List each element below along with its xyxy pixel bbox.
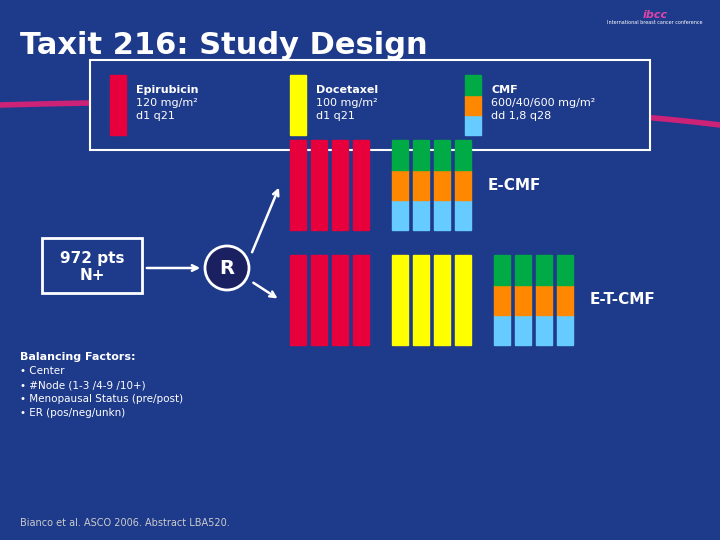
Text: Epirubicin: Epirubicin bbox=[136, 85, 199, 95]
Bar bbox=[465, 115, 481, 135]
Bar bbox=[465, 95, 481, 115]
Text: • ER (pos/neg/unkn): • ER (pos/neg/unkn) bbox=[20, 408, 125, 418]
Bar bbox=[494, 315, 510, 345]
Bar bbox=[290, 255, 306, 345]
Bar bbox=[455, 170, 471, 200]
Bar bbox=[515, 285, 531, 315]
Bar bbox=[515, 315, 531, 345]
Bar bbox=[413, 200, 429, 230]
Bar bbox=[311, 255, 327, 345]
Text: Balancing Factors:: Balancing Factors: bbox=[20, 352, 135, 362]
Bar bbox=[353, 140, 369, 230]
Text: d1 q21: d1 q21 bbox=[136, 111, 175, 121]
Bar bbox=[434, 200, 450, 230]
Bar bbox=[536, 315, 552, 345]
Bar bbox=[110, 75, 126, 135]
Text: E-CMF: E-CMF bbox=[488, 178, 541, 192]
Text: CMF: CMF bbox=[491, 85, 518, 95]
Text: R: R bbox=[220, 259, 235, 278]
Bar bbox=[455, 200, 471, 230]
Bar bbox=[455, 255, 471, 345]
Bar bbox=[434, 170, 450, 200]
Bar bbox=[392, 255, 408, 345]
Text: d1 q21: d1 q21 bbox=[316, 111, 355, 121]
Bar bbox=[90, 60, 650, 150]
Text: Docetaxel: Docetaxel bbox=[316, 85, 378, 95]
Bar bbox=[494, 285, 510, 315]
Bar bbox=[392, 140, 408, 170]
Bar bbox=[557, 285, 573, 315]
Bar bbox=[42, 238, 142, 293]
Bar bbox=[536, 285, 552, 315]
Bar bbox=[290, 140, 306, 230]
Bar bbox=[536, 255, 552, 285]
Bar bbox=[332, 255, 348, 345]
Text: Taxit 216: Study Design: Taxit 216: Study Design bbox=[20, 31, 428, 60]
Bar bbox=[353, 255, 369, 345]
Text: Bianco et al. ASCO 2006. Abstract LBA520.: Bianco et al. ASCO 2006. Abstract LBA520… bbox=[20, 518, 230, 528]
Bar bbox=[455, 140, 471, 170]
Text: • Menopausal Status (pre/post): • Menopausal Status (pre/post) bbox=[20, 394, 183, 404]
Text: ibcc: ibcc bbox=[642, 10, 667, 20]
Text: 120 mg/m²: 120 mg/m² bbox=[136, 98, 198, 108]
Bar bbox=[434, 140, 450, 170]
Circle shape bbox=[205, 246, 249, 290]
Bar bbox=[290, 75, 306, 135]
Bar bbox=[434, 255, 450, 345]
Text: 100 mg/m²: 100 mg/m² bbox=[316, 98, 377, 108]
Text: • Center: • Center bbox=[20, 366, 65, 376]
Bar bbox=[557, 315, 573, 345]
Bar bbox=[465, 75, 481, 95]
Text: dd 1,8 q28: dd 1,8 q28 bbox=[491, 111, 552, 121]
Bar bbox=[413, 255, 429, 345]
Text: 600/40/600 mg/m²: 600/40/600 mg/m² bbox=[491, 98, 595, 108]
Bar bbox=[392, 200, 408, 230]
Bar bbox=[311, 140, 327, 230]
Bar bbox=[413, 170, 429, 200]
Text: N+: N+ bbox=[79, 268, 104, 283]
Bar bbox=[413, 140, 429, 170]
Bar bbox=[557, 255, 573, 285]
Text: International breast cancer conference: International breast cancer conference bbox=[607, 20, 703, 25]
Bar bbox=[332, 140, 348, 230]
Text: 972 pts: 972 pts bbox=[60, 251, 125, 266]
Bar bbox=[494, 255, 510, 285]
Bar bbox=[515, 255, 531, 285]
Text: • #Node (1-3 /4-9 /10+): • #Node (1-3 /4-9 /10+) bbox=[20, 380, 145, 390]
Bar bbox=[392, 170, 408, 200]
Text: E-T-CMF: E-T-CMF bbox=[590, 293, 656, 307]
